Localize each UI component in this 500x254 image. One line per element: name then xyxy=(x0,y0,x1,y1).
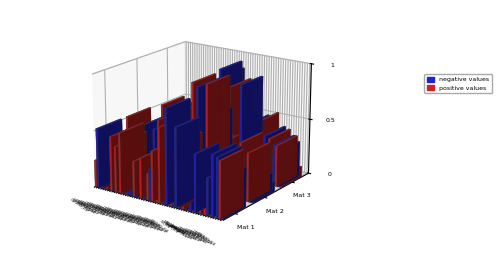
Legend: negative values, positive values: negative values, positive values xyxy=(424,74,492,93)
